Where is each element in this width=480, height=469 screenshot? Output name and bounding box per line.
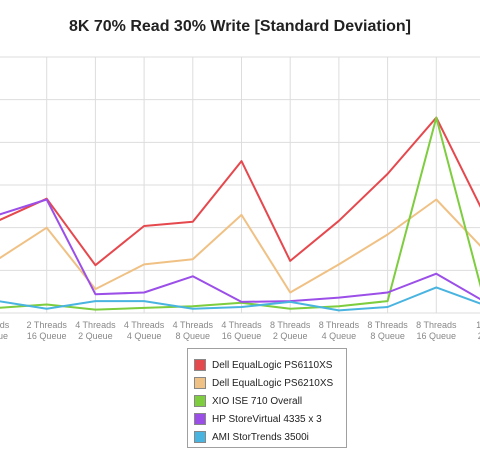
x-tick-label: 16 T2 Q (476, 320, 480, 341)
legend-item: XIO ISE 710 Overall (194, 392, 346, 410)
x-tick-label: 8 Threads 8 Queue (367, 320, 408, 341)
x-tick-label: 4 Threads 4 Queue (124, 320, 165, 341)
legend-item: HP StoreVirtual 4335 x 3 (194, 410, 346, 428)
legend-swatch (194, 377, 206, 389)
x-tick-label: 4 Threads 16 Queue (221, 320, 262, 341)
x-tick-label: 8 Threads 16 Queue (416, 320, 457, 341)
x-tick-label: 4 Threads 8 Queue (173, 320, 214, 341)
legend-label: AMI StorTrends 3500i (212, 431, 309, 443)
legend-label: HP StoreVirtual 4335 x 3 (212, 413, 322, 425)
x-tick-label: 2 Threads 16 Queue (27, 320, 68, 341)
series-line-2 (0, 116, 480, 311)
series-line-3 (0, 198, 480, 303)
series-layer (0, 116, 480, 312)
legend-swatch (194, 413, 206, 425)
legend-item: Dell EqualLogic PS6110XS (194, 356, 346, 374)
grid-layer (0, 56, 480, 314)
series-line-1 (0, 198, 480, 294)
legend-label: XIO ISE 710 Overall (212, 395, 303, 407)
x-tick-label: 8 Threads 4 Queue (319, 320, 360, 341)
legend-item: Dell EqualLogic PS6210XS (194, 374, 346, 392)
legend-swatch (194, 431, 206, 443)
x-tick-label: readsueue (0, 320, 10, 341)
x-tick-label: 8 Threads 2 Queue (270, 320, 311, 341)
legend-label: Dell EqualLogic PS6110XS (212, 359, 333, 371)
series-line-0 (0, 116, 480, 267)
x-tick-label: 4 Threads 2 Queue (75, 320, 116, 341)
series-line-4 (0, 286, 480, 312)
chart-title: 8K 70% Read 30% Write [Standard Deviatio… (68, 18, 412, 35)
legend: Dell EqualLogic PS6110XS Dell EqualLogic … (187, 348, 347, 448)
legend-label: Dell EqualLogic PS6210XS (212, 377, 334, 389)
legend-item: AMI StorTrends 3500i (194, 428, 346, 446)
legend-swatch (194, 359, 206, 371)
legend-swatch (194, 395, 206, 407)
